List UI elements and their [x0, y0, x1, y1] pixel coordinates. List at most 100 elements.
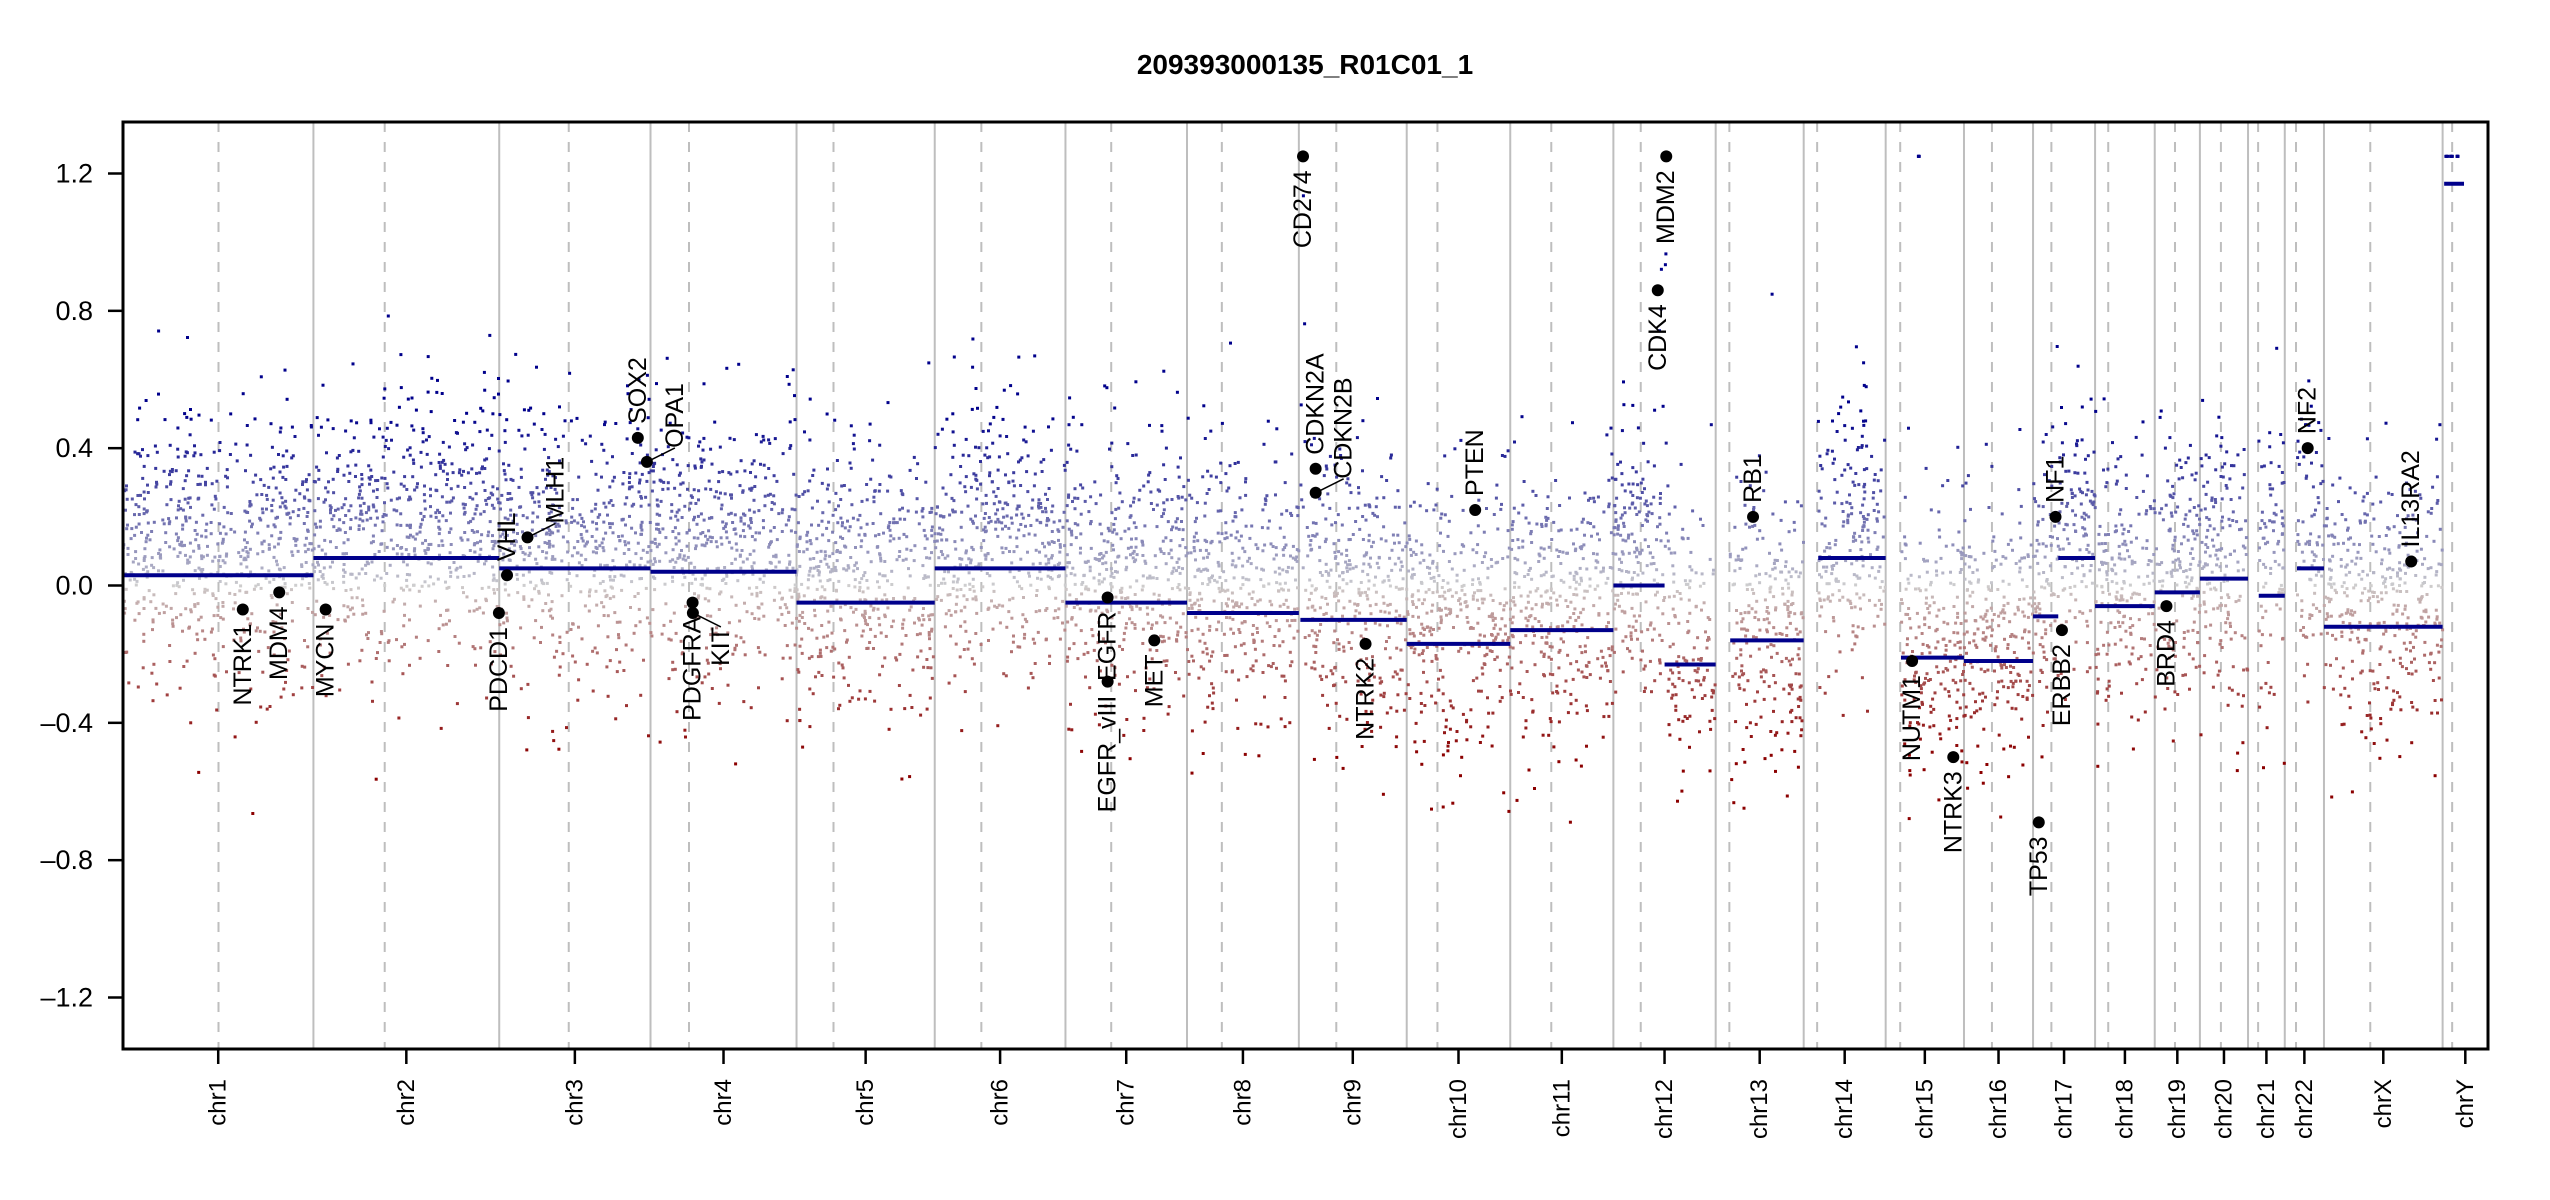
probe-point [547, 511, 551, 515]
probe-point [968, 640, 972, 644]
probe-point [1177, 557, 1181, 561]
probe-point [1336, 513, 1340, 517]
probe-point [747, 586, 751, 590]
probe-point [935, 598, 939, 601]
probe-point [1080, 592, 1084, 596]
probe-point [892, 597, 895, 600]
probe-point [955, 595, 959, 599]
probe-point [490, 662, 493, 666]
probe-point [1054, 596, 1058, 600]
probe-point [1201, 632, 1205, 636]
probe-point [490, 540, 494, 543]
probe-point [391, 547, 395, 551]
probe-point [1051, 417, 1055, 421]
probe-point [1419, 691, 1423, 695]
probe-point [1328, 585, 1332, 589]
probe-point [1044, 554, 1048, 558]
probe-point [1627, 591, 1630, 595]
probe-point [819, 654, 823, 658]
probe-point [320, 674, 324, 678]
probe-point [370, 680, 374, 684]
probe-point [1486, 566, 1490, 570]
probe-point [327, 480, 330, 484]
probe-point [930, 528, 934, 532]
probe-point [868, 422, 872, 426]
probe-point [1347, 506, 1351, 510]
probe-point [1675, 660, 1679, 664]
probe-point [1272, 557, 1276, 561]
probe-point [812, 468, 816, 472]
probe-point [1355, 436, 1359, 440]
probe-point [749, 521, 753, 524]
probe-point [671, 579, 675, 583]
probe-point [1446, 581, 1450, 585]
probe-point [448, 500, 452, 504]
probe-point [1709, 727, 1713, 731]
probe-point [930, 676, 934, 680]
probe-point [1160, 515, 1164, 518]
probe-point [239, 584, 243, 588]
probe-point [212, 450, 216, 454]
probe-point [683, 504, 687, 508]
probe-point [399, 523, 403, 527]
probe-point [184, 607, 188, 611]
probe-point [650, 634, 654, 638]
probe-point [874, 597, 878, 601]
probe-point [794, 530, 798, 534]
probe-point [1405, 597, 1409, 601]
probe-point [284, 499, 288, 503]
probe-point [793, 418, 797, 422]
probe-point [155, 450, 159, 454]
probe-point [1614, 511, 1618, 515]
probe-point [437, 461, 441, 464]
probe-point [1437, 574, 1441, 578]
probe-point [1623, 610, 1627, 614]
probe-point [1540, 522, 1544, 526]
probe-point [1118, 644, 1122, 648]
probe-point [1492, 513, 1496, 516]
probe-point [991, 627, 995, 631]
probe-point [400, 546, 404, 549]
probe-point [1110, 571, 1114, 575]
probe-point [925, 537, 929, 541]
probe-point [437, 544, 441, 548]
probe-point [1490, 633, 1494, 637]
probe-point [988, 471, 992, 475]
probe-point [301, 577, 305, 581]
probe-point [1369, 710, 1373, 714]
probe-point [1011, 479, 1015, 483]
probe-point [270, 596, 274, 600]
probe-point [1636, 426, 1640, 430]
probe-point [1365, 551, 1369, 555]
probe-point [487, 530, 491, 534]
probe-point [1399, 648, 1403, 652]
probe-point [226, 476, 229, 480]
probe-point [1542, 652, 1546, 656]
probe-point [1225, 653, 1229, 657]
probe-point [150, 556, 154, 560]
probe-point [440, 460, 444, 464]
probe-point [1475, 676, 1479, 680]
probe-point [1333, 463, 1337, 467]
probe-point [693, 466, 697, 470]
probe-point [1337, 538, 1341, 542]
probe-point [526, 682, 530, 686]
probe-point [1447, 560, 1451, 563]
probe-point [503, 582, 507, 586]
probe-point [1230, 551, 1234, 555]
probe-point [1255, 566, 1259, 570]
probe-point [1146, 480, 1150, 484]
probe-point [233, 593, 237, 596]
probe-point [1280, 674, 1284, 678]
probe-point [1439, 621, 1443, 625]
probe-point [595, 527, 599, 531]
probe-point [218, 441, 222, 444]
probe-point [548, 570, 552, 574]
probe-point [1278, 604, 1282, 608]
probe-point [1171, 570, 1175, 574]
probe-point [1408, 628, 1412, 632]
probe-point [1078, 551, 1082, 555]
probe-point [767, 545, 771, 549]
probe-point [939, 598, 943, 602]
probe-point [596, 515, 600, 519]
